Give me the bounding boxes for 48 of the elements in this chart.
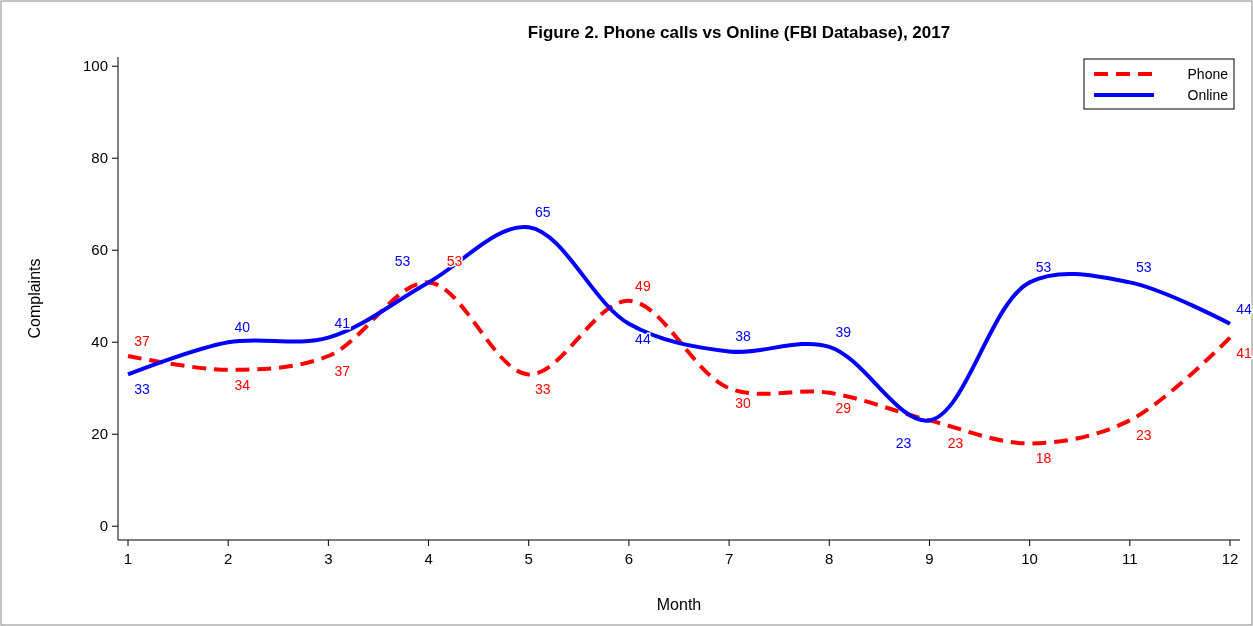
data-label: 23 [947, 435, 964, 452]
data-label: 40 [234, 319, 251, 336]
x-tick-label: 4 [424, 550, 433, 567]
x-tick-label: 5 [524, 550, 533, 567]
data-label: 65 [534, 204, 551, 221]
data-label: 33 [534, 381, 551, 398]
legend-label: Online [1187, 87, 1229, 103]
x-axis-title: Month [656, 596, 702, 613]
y-axis-title: Complaints [26, 258, 43, 339]
data-label: 18 [1035, 450, 1052, 467]
y-tick-label: 40 [91, 333, 108, 351]
x-tick-label: 12 [1221, 550, 1239, 567]
data-label: 53 [1136, 259, 1152, 276]
y-tick-label: 20 [91, 425, 108, 443]
data-label: 41 [334, 314, 351, 331]
data-label: 37 [334, 363, 351, 379]
legend-label: Phone [1187, 66, 1229, 82]
line-series [126, 280, 1232, 446]
x-tick-label: 11 [1122, 550, 1138, 567]
data-label: 29 [835, 399, 852, 416]
y-tick-label: 60 [91, 241, 108, 259]
data-label: 53 [394, 253, 411, 270]
y-tick-label: 80 [91, 149, 108, 167]
data-label: 53 [1035, 259, 1052, 276]
chart-title: Figure 2. Phone calls vs Online (FBI Database), 2017 [527, 23, 951, 42]
data-label: 38 [735, 328, 752, 345]
data-label: 49 [635, 277, 651, 294]
data-label: 44 [635, 330, 651, 347]
line-series [126, 225, 1232, 423]
data-label: 39 [835, 323, 852, 340]
y-tick-label: 100 [82, 57, 108, 75]
x-tick-label: 10 [1021, 550, 1038, 567]
x-tick-label: 8 [825, 550, 834, 567]
data-label: 37 [134, 333, 151, 349]
data-label: 30 [735, 395, 752, 412]
data-label: 23 [895, 435, 912, 452]
data-label: 23 [1136, 427, 1152, 444]
x-tick-label: 6 [624, 550, 634, 567]
data-label: 44 [1236, 300, 1252, 317]
x-tick-label: 3 [324, 550, 333, 567]
data-label: 34 [234, 376, 251, 393]
x-tick-label: 1 [123, 550, 133, 567]
x-tick-label: 7 [724, 550, 734, 567]
y-tick-label: 0 [99, 517, 108, 535]
x-tick-label: 9 [925, 550, 934, 567]
data-label: 33 [134, 381, 151, 398]
data-label: 41 [1236, 344, 1252, 361]
x-tick-label: 2 [224, 550, 233, 567]
